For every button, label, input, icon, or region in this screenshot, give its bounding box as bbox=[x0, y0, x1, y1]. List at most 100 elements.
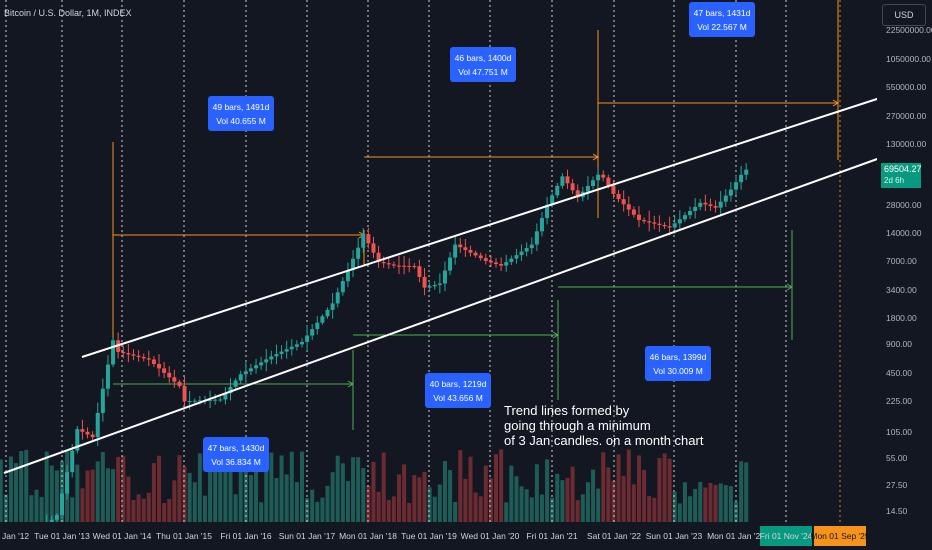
volume-bar bbox=[488, 478, 493, 522]
candle bbox=[320, 316, 325, 323]
candle bbox=[693, 206, 698, 212]
volume-bar bbox=[723, 485, 728, 522]
candle bbox=[539, 218, 544, 232]
price-axis-bg bbox=[877, 0, 932, 550]
volume-bar bbox=[243, 462, 248, 522]
time-axis[interactable]: Jan '12 Tue 01 Jan '13 Wed 01 Jan '14 Thu 0… bbox=[0, 522, 932, 550]
volume-bar bbox=[550, 497, 555, 522]
volume-bar bbox=[529, 497, 534, 522]
volume-bar bbox=[289, 451, 294, 522]
measure-arrow bbox=[786, 283, 793, 291]
candle bbox=[448, 257, 453, 271]
volume-bar bbox=[499, 449, 504, 522]
candle bbox=[667, 226, 672, 228]
measure-label-box[interactable] bbox=[208, 96, 274, 131]
candle bbox=[100, 388, 105, 413]
volume-bar bbox=[182, 466, 187, 522]
candle bbox=[238, 374, 243, 381]
candle bbox=[570, 183, 575, 191]
time-tag-now bbox=[760, 526, 812, 546]
measure-bars-text: 47 bars, 1430d bbox=[208, 443, 265, 453]
volume-bar bbox=[504, 502, 509, 522]
volume-bar bbox=[299, 451, 304, 522]
measure-label-box[interactable] bbox=[689, 2, 755, 37]
volume-bar bbox=[136, 494, 141, 522]
candle bbox=[662, 224, 667, 227]
candle bbox=[361, 234, 366, 248]
candle bbox=[60, 493, 64, 516]
candle bbox=[65, 472, 70, 494]
volume-bar bbox=[427, 487, 432, 522]
volume-bar bbox=[616, 454, 621, 522]
volume-bar bbox=[340, 463, 345, 522]
candle bbox=[677, 219, 682, 224]
volume-bar bbox=[386, 499, 391, 522]
candle bbox=[672, 223, 677, 228]
candle bbox=[70, 450, 75, 473]
candle bbox=[325, 309, 330, 317]
volume-bar bbox=[422, 471, 427, 522]
candle bbox=[111, 340, 116, 365]
measure-vol-text: Vol 36.834 M bbox=[211, 457, 261, 467]
volume-bar bbox=[555, 473, 560, 522]
volume-bar bbox=[442, 461, 447, 522]
price-tick-label: 3400.00 bbox=[886, 285, 917, 295]
candle bbox=[187, 400, 192, 402]
volume-bar bbox=[141, 498, 146, 522]
volume-bar bbox=[356, 457, 361, 522]
volume-bar bbox=[539, 494, 544, 522]
measure-vol-text: Vol 22.567 M bbox=[697, 22, 747, 32]
volume-bar bbox=[601, 452, 606, 522]
volume-bar bbox=[631, 484, 636, 522]
candle bbox=[172, 377, 177, 382]
volume-bar bbox=[172, 480, 177, 522]
volume-bar bbox=[432, 496, 437, 522]
volume-bar bbox=[167, 499, 172, 522]
candle bbox=[90, 434, 95, 438]
candle bbox=[264, 359, 269, 363]
measure-label-box[interactable] bbox=[450, 47, 516, 82]
volume-bar bbox=[14, 463, 19, 522]
volume-bar bbox=[662, 453, 667, 522]
price-tick-label: 225.00 bbox=[886, 396, 912, 406]
candle bbox=[335, 292, 340, 304]
volume-bar bbox=[315, 501, 320, 522]
candle bbox=[713, 206, 718, 208]
candle bbox=[254, 365, 259, 369]
time-tick-label: Fri 01 Nov '24 bbox=[760, 531, 813, 541]
volume-bar bbox=[534, 464, 539, 522]
volume-bar bbox=[34, 489, 39, 522]
volume-bar bbox=[667, 458, 672, 522]
measure-vol-text: Vol 40.655 M bbox=[216, 116, 266, 126]
volume-bar bbox=[371, 461, 376, 522]
volume-bar bbox=[698, 481, 703, 522]
measure-arrow bbox=[347, 380, 354, 388]
candle bbox=[141, 356, 146, 359]
candle bbox=[243, 371, 248, 375]
candle bbox=[575, 190, 580, 198]
measure-label-box[interactable] bbox=[425, 373, 491, 408]
candle bbox=[739, 174, 744, 183]
candle bbox=[366, 234, 371, 244]
candle bbox=[734, 182, 738, 190]
currency-button[interactable]: USD bbox=[882, 4, 926, 26]
candle bbox=[652, 222, 657, 224]
volume-bar bbox=[269, 452, 274, 522]
upper-trend-line[interactable] bbox=[81, 97, 881, 358]
volume-bar bbox=[596, 488, 601, 522]
price-axis[interactable]: 22500000.00 1050000.00 550000.00 270000.00 1… bbox=[877, 0, 932, 550]
volume-bar bbox=[223, 452, 228, 522]
measure-label-box[interactable] bbox=[645, 346, 711, 381]
volume-bar bbox=[294, 482, 299, 522]
candle bbox=[248, 368, 253, 372]
measure-label-box[interactable] bbox=[203, 437, 269, 472]
volume-bar bbox=[80, 488, 85, 522]
candle bbox=[698, 202, 703, 207]
volume-bar bbox=[75, 464, 80, 522]
lower-trend-line[interactable] bbox=[3, 157, 881, 474]
volume-bar bbox=[151, 463, 156, 522]
candle bbox=[131, 354, 136, 356]
volume-bar bbox=[519, 486, 524, 522]
candle bbox=[550, 195, 555, 205]
